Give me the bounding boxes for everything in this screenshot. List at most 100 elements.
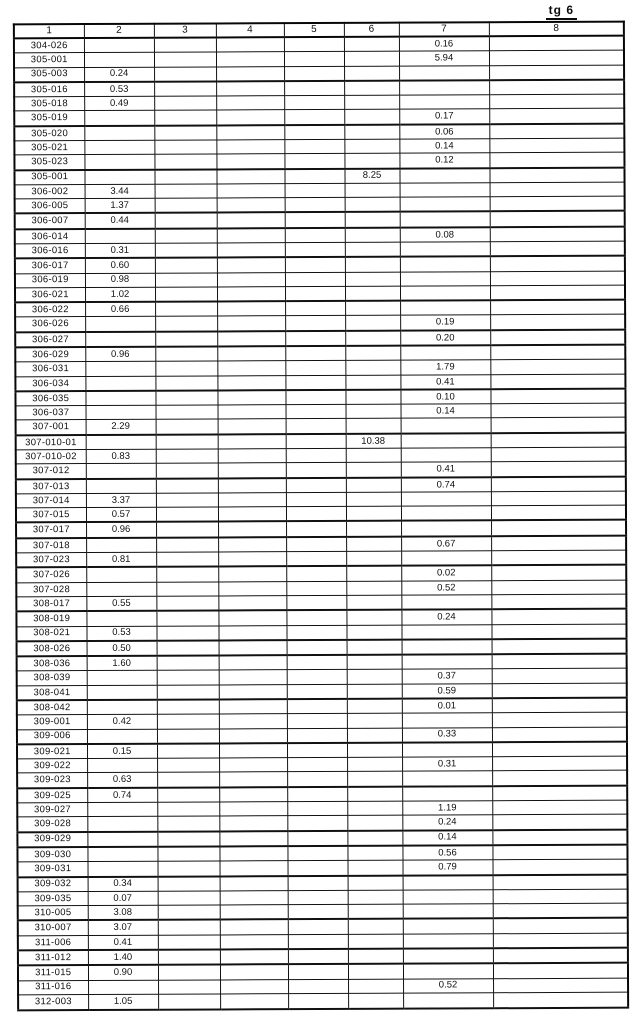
value-cell-col4: [217, 448, 286, 464]
value-cell-col2: 0.81: [86, 552, 157, 568]
value-cell-col5: [287, 757, 348, 773]
value-cell-col2: 1.40: [87, 949, 158, 966]
value-cell-col3: [157, 949, 220, 965]
value-cell-col8: [489, 152, 625, 168]
value-cell-col2: [88, 979, 159, 995]
value-cell-col6: [346, 536, 402, 552]
row-id-cell: 307-013: [15, 478, 86, 494]
value-cell-col8: [489, 285, 626, 301]
value-cell-col3: [154, 81, 217, 97]
value-cell-col3: [153, 52, 217, 67]
value-cell-col6: [347, 875, 403, 891]
value-cell-col7: [399, 211, 490, 228]
value-cell-col8: [492, 918, 628, 934]
value-cell-col2: 0.60: [84, 258, 155, 274]
value-cell-col8: [490, 388, 626, 404]
value-cell-col6: [347, 815, 403, 831]
value-cell-col5: [285, 477, 346, 493]
value-cell-col3: [154, 110, 217, 126]
value-cell-col2: [85, 478, 156, 494]
value-cell-col6: [346, 683, 402, 699]
value-cell-col8: [489, 226, 625, 242]
value-cell-col5: [285, 360, 346, 376]
value-cell-col5: [284, 272, 345, 287]
row-id-cell: 307-010-02: [15, 449, 86, 465]
value-cell-col7: [400, 345, 491, 361]
value-cell-col2: [83, 52, 155, 68]
value-cell-col3: [155, 492, 218, 508]
value-cell-col8: [491, 638, 627, 655]
value-cell-col3: [156, 537, 219, 553]
value-cell-col8: [492, 947, 628, 964]
value-cell-col6: [344, 182, 400, 198]
value-cell-col6: [345, 374, 401, 390]
value-cell-col3: [156, 655, 219, 671]
value-cell-col6: [344, 153, 400, 169]
row-id-cell: 305-016: [14, 81, 85, 97]
value-cell-col3: [156, 670, 219, 685]
value-cell-col8: [490, 447, 626, 463]
row-id-cell: 308-039: [16, 671, 87, 686]
row-id-cell: 309-031: [17, 861, 88, 877]
value-cell-col6: [347, 889, 403, 905]
value-cell-col2: 0.53: [86, 625, 157, 641]
value-cell-col5: [287, 904, 348, 920]
value-cell-col5: [287, 919, 348, 935]
value-cell-col2: [85, 463, 156, 479]
value-cell-col4: [216, 227, 285, 243]
value-cell-col4: [219, 772, 288, 788]
value-cell-col4: [218, 699, 287, 715]
table-row: 312-003 1.05: [18, 991, 629, 1011]
row-id-cell: 309-022: [17, 758, 88, 774]
value-cell-col7: 0.52: [401, 580, 492, 596]
value-cell-col7: [400, 447, 491, 463]
value-cell-col7: [399, 80, 490, 96]
value-cell-col3: [157, 904, 220, 921]
row-id-cell: 309-025: [17, 787, 88, 803]
value-cell-col7: [401, 713, 492, 728]
value-cell-col5: [286, 727, 347, 744]
value-cell-col3: [156, 714, 219, 729]
value-cell-col2: 1.02: [85, 287, 156, 303]
value-cell-col4: [215, 51, 285, 67]
value-cell-col2: 0.50: [86, 640, 157, 657]
value-cell-col3: [157, 801, 220, 817]
value-cell-col3: [155, 478, 218, 494]
value-cell-col2: 0.41: [87, 934, 158, 950]
value-cell-col6: [347, 771, 403, 787]
value-cell-col4: [219, 890, 288, 905]
value-cell-col7: [399, 182, 490, 198]
value-cell-col7: 0.24: [401, 609, 492, 625]
value-cell-col3: [154, 242, 217, 259]
value-cell-col8: [490, 505, 627, 521]
value-cell-col6: [346, 521, 402, 537]
value-cell-col4: [217, 433, 286, 450]
value-cell-col3: [156, 640, 219, 656]
value-cell-col7: [401, 624, 492, 640]
row-id-cell: 305-021: [14, 140, 85, 156]
row-id-cell: 305-020: [14, 125, 85, 141]
value-cell-col2: 0.55: [86, 596, 157, 612]
value-cell-col4: [217, 462, 286, 479]
row-id-cell: 307-023: [16, 552, 87, 568]
value-cell-col2: [83, 37, 154, 53]
row-id-cell: 307-014: [15, 493, 86, 509]
value-cell-col4: [217, 390, 286, 406]
value-cell-col5: [284, 212, 345, 228]
value-cell-col6: [345, 360, 401, 376]
value-cell-col6: [345, 330, 401, 346]
value-cell-col4: [216, 110, 285, 126]
value-cell-col6: [347, 845, 403, 861]
value-cell-col4: [216, 242, 285, 258]
value-cell-col3: [156, 684, 219, 700]
value-cell-col6: [347, 860, 403, 876]
value-cell-col7: 0.20: [400, 330, 491, 346]
value-cell-col7: [399, 271, 490, 287]
value-cell-col3: [155, 390, 218, 406]
value-cell-col5: [286, 566, 347, 582]
row-id-cell: 306-022: [15, 302, 86, 318]
row-id-cell: 307-026: [16, 567, 87, 583]
value-cell-col5: [285, 492, 346, 507]
value-cell-col8: [490, 403, 626, 419]
